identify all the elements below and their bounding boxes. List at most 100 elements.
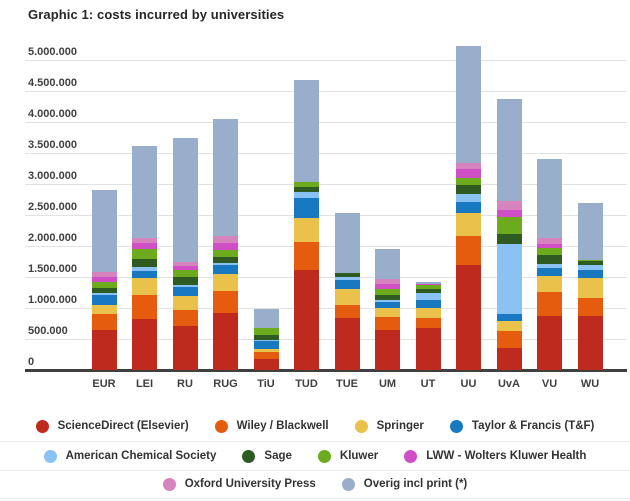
bar-segment-tud-sciencedirect-elsevier[interactable] (294, 269, 319, 370)
bar-segment-ru-american-chemical-society[interactable] (172, 284, 198, 287)
bar-segment-lei-taylor-francis-t-f[interactable] (132, 271, 157, 278)
bar-segment-uva-sage[interactable] (496, 233, 522, 244)
bar-segment-ut-american-chemical-society[interactable] (415, 293, 441, 301)
bar-segment-uu-wiley-blackwell[interactable] (456, 235, 481, 266)
bar-segment-uu-springer[interactable] (456, 213, 481, 236)
bar-segment-rug-taylor-francis-t-f[interactable] (213, 264, 238, 275)
bar-segment-tud-springer[interactable] (294, 218, 319, 243)
bar-segment-tud-sage[interactable] (294, 187, 319, 193)
bar-segment-tiu-sage[interactable] (253, 334, 279, 340)
bar-segment-tue-springer[interactable] (334, 289, 360, 305)
bar-segment-rug-lww-wolters-kluwer-health[interactable] (213, 242, 238, 250)
bar-segment-um-springer[interactable] (375, 307, 400, 317)
bar-segment-uu-oxford-university-press[interactable] (456, 162, 481, 170)
bar-segment-lei-american-chemical-society[interactable] (132, 266, 157, 272)
bar-segment-eur-springer[interactable] (91, 304, 117, 315)
bar-segment-um-wiley-blackwell[interactable] (375, 316, 400, 330)
bar-segment-vu-american-chemical-society[interactable] (537, 263, 562, 268)
bar-segment-ru-lww-wolters-kluwer-health[interactable] (172, 265, 198, 270)
bar-segment-ut-springer[interactable] (415, 307, 441, 318)
bar-segment-ut-lww-wolters-kluwer-health[interactable] (415, 283, 441, 285)
bar-lei[interactable] (132, 145, 157, 370)
bar-ru[interactable] (172, 138, 198, 370)
bar-segment-ru-overig-incl-print[interactable] (172, 138, 198, 263)
bar-segment-vu-kluwer[interactable] (537, 247, 562, 255)
bar-segment-ru-oxford-university-press[interactable] (172, 262, 198, 266)
bar-segment-rug-springer[interactable] (213, 274, 238, 292)
bar-segment-uva-springer[interactable] (496, 321, 522, 332)
bar-segment-wu-sage[interactable] (577, 261, 603, 265)
bar-segment-vu-taylor-francis-t-f[interactable] (537, 267, 562, 276)
bar-segment-tud-overig-incl-print[interactable] (294, 80, 319, 182)
bar-segment-vu-sciencedirect-elsevier[interactable] (537, 315, 562, 370)
bar-segment-lei-overig-incl-print[interactable] (132, 145, 157, 238)
bar-segment-eur-overig-incl-print[interactable] (91, 189, 117, 272)
bar-segment-ru-sciencedirect-elsevier[interactable] (172, 326, 198, 370)
bar-segment-wu-taylor-francis-t-f[interactable] (577, 270, 603, 278)
bar-segment-uva-kluwer[interactable] (496, 217, 522, 234)
bar-segment-eur-oxford-university-press[interactable] (91, 271, 117, 277)
bar-segment-uva-taylor-francis-t-f[interactable] (496, 313, 522, 322)
bar-segment-um-taylor-francis-t-f[interactable] (375, 302, 400, 308)
bar-ut[interactable] (415, 281, 441, 370)
bar-segment-lei-sage[interactable] (132, 258, 157, 267)
bar-segment-vu-sage[interactable] (537, 254, 562, 264)
bar-segment-tiu-sciencedirect-elsevier[interactable] (253, 358, 279, 370)
bar-segment-ut-taylor-francis-t-f[interactable] (415, 300, 441, 308)
bar-segment-rug-sage[interactable] (213, 256, 238, 263)
bar-segment-uu-sage[interactable] (456, 184, 481, 195)
bar-segment-um-overig-incl-print[interactable] (375, 248, 400, 280)
bar-segment-tue-sage[interactable] (334, 273, 360, 277)
bar-segment-uu-taylor-francis-t-f[interactable] (456, 202, 481, 214)
bar-segment-lei-oxford-university-press[interactable] (132, 237, 157, 244)
bar-tue[interactable] (334, 213, 360, 370)
bar-segment-uva-sciencedirect-elsevier[interactable] (496, 347, 522, 370)
bar-segment-wu-overig-incl-print[interactable] (577, 203, 603, 261)
bar-segment-uu-sciencedirect-elsevier[interactable] (456, 265, 481, 370)
bar-segment-tud-wiley-blackwell[interactable] (294, 242, 319, 270)
bar-segment-tiu-overig-incl-print[interactable] (253, 308, 279, 329)
bar-segment-rug-oxford-university-press[interactable] (213, 236, 238, 243)
bar-segment-ut-sciencedirect-elsevier[interactable] (415, 328, 441, 370)
bar-segment-uu-overig-incl-print[interactable] (456, 46, 481, 163)
bar-segment-rug-american-chemical-society[interactable] (213, 263, 238, 265)
bar-segment-eur-kluwer[interactable] (91, 281, 117, 288)
bar-segment-ut-overig-incl-print[interactable] (415, 281, 441, 284)
bar-segment-ru-kluwer[interactable] (172, 269, 198, 277)
bar-segment-um-sciencedirect-elsevier[interactable] (375, 329, 400, 370)
bar-segment-ut-kluwer[interactable] (415, 284, 441, 290)
bar-segment-um-sage[interactable] (375, 294, 400, 300)
bar-segment-ru-wiley-blackwell[interactable] (172, 309, 198, 327)
bar-segment-uva-overig-incl-print[interactable] (496, 98, 522, 202)
bar-segment-ut-sage[interactable] (415, 289, 441, 294)
bar-segment-wu-kluwer[interactable] (577, 260, 603, 262)
bar-segment-tud-kluwer[interactable] (294, 181, 319, 188)
bar-segment-ut-wiley-blackwell[interactable] (415, 317, 441, 329)
bar-segment-uu-american-chemical-society[interactable] (456, 194, 481, 203)
bar-segment-uva-american-chemical-society[interactable] (496, 243, 522, 314)
bar-segment-uu-kluwer[interactable] (456, 177, 481, 185)
bar-tud[interactable] (294, 80, 319, 370)
bar-segment-tiu-kluwer[interactable] (253, 328, 279, 335)
bar-segment-tue-sciencedirect-elsevier[interactable] (334, 317, 360, 370)
bar-segment-uva-wiley-blackwell[interactable] (496, 331, 522, 348)
bar-segment-tiu-wiley-blackwell[interactable] (253, 351, 279, 359)
bar-segment-eur-taylor-francis-t-f[interactable] (91, 294, 117, 305)
bar-segment-um-lww-wolters-kluwer-health[interactable] (375, 283, 400, 289)
bar-segment-eur-wiley-blackwell[interactable] (91, 314, 117, 331)
bar-segment-eur-sage[interactable] (91, 287, 117, 294)
bar-segment-tue-overig-incl-print[interactable] (334, 213, 360, 274)
bar-uu[interactable] (456, 46, 481, 370)
bar-segment-ru-sage[interactable] (172, 276, 198, 285)
bar-vu[interactable] (537, 158, 562, 370)
bar-segment-rug-wiley-blackwell[interactable] (213, 291, 238, 313)
bar-segment-tue-american-chemical-society[interactable] (334, 276, 360, 281)
bar-segment-vu-overig-incl-print[interactable] (537, 158, 562, 239)
bar-segment-lei-kluwer[interactable] (132, 249, 157, 259)
bar-tiu[interactable] (253, 308, 279, 370)
bar-segment-wu-springer[interactable] (577, 277, 603, 298)
bar-rug[interactable] (213, 119, 238, 370)
bar-segment-um-kluwer[interactable] (375, 288, 400, 295)
bar-segment-lei-lww-wolters-kluwer-health[interactable] (132, 243, 157, 250)
bar-segment-eur-sciencedirect-elsevier[interactable] (91, 330, 117, 370)
